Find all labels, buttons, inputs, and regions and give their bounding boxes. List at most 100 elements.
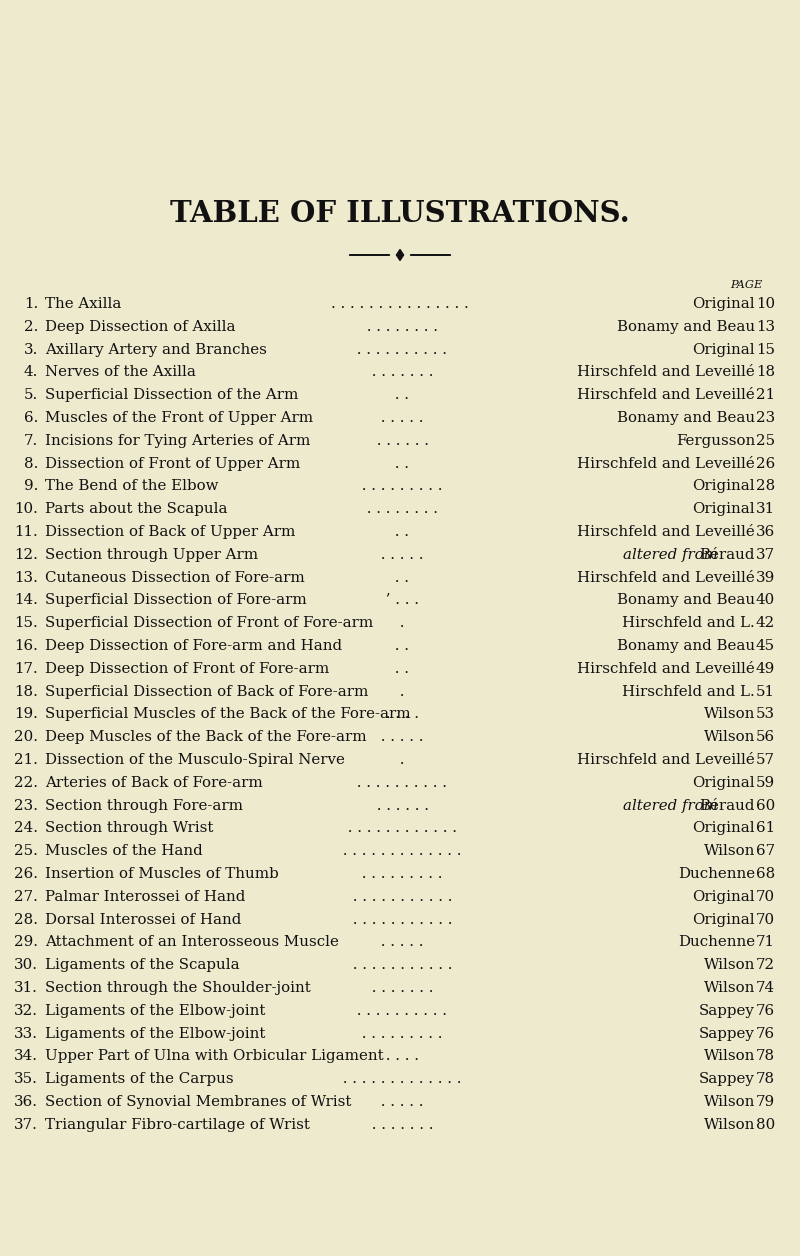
Text: 21.: 21. (14, 754, 38, 767)
Text: Dissection of the Musculo-Spiral Nerve: Dissection of the Musculo-Spiral Nerve (45, 754, 345, 767)
Text: 35.: 35. (14, 1073, 38, 1086)
Text: . . . . . . . . . . .: . . . . . . . . . . . (348, 958, 452, 972)
Text: . . . . . . . . . . .: . . . . . . . . . . . (348, 889, 452, 904)
Text: Palmar Interossei of Hand: Palmar Interossei of Hand (45, 889, 246, 904)
Text: Béraud: Béraud (699, 548, 755, 561)
Text: 59: 59 (756, 776, 775, 790)
Text: 61: 61 (756, 821, 775, 835)
Text: 15: 15 (756, 343, 775, 357)
Text: 25.: 25. (14, 844, 38, 858)
Text: . . . . . . . . .: . . . . . . . . . (358, 1026, 442, 1041)
Text: Wilson: Wilson (704, 981, 755, 995)
Text: Hirschfeld and Leveillé: Hirschfeld and Leveillé (578, 525, 755, 539)
Text: Ligaments of the Scapula: Ligaments of the Scapula (45, 958, 240, 972)
Text: Hirschfeld and Leveillé: Hirschfeld and Leveillé (578, 365, 755, 379)
Text: 23.: 23. (14, 799, 38, 813)
Text: 74: 74 (756, 981, 775, 995)
Text: .: . (395, 754, 405, 767)
Text: . . . . . . . . .: . . . . . . . . . (358, 867, 442, 880)
Text: . . . . . . . . . .: . . . . . . . . . . (353, 776, 447, 790)
Text: Wilson: Wilson (704, 707, 755, 721)
Text: Sappey: Sappey (699, 1026, 755, 1041)
Text: Cutaneous Dissection of Fore-arm: Cutaneous Dissection of Fore-arm (45, 570, 305, 584)
Text: 39: 39 (756, 570, 775, 584)
Text: Hirschfeld and L.: Hirschfeld and L. (622, 685, 755, 698)
Text: . . . . . . . . . .: . . . . . . . . . . (353, 343, 447, 357)
Text: Original: Original (692, 480, 755, 494)
Text: The Bend of the Elbow: The Bend of the Elbow (45, 480, 218, 494)
Text: . .: . . (390, 525, 410, 539)
Text: Dissection of Front of Upper Arm: Dissection of Front of Upper Arm (45, 457, 300, 471)
Text: 78: 78 (756, 1050, 775, 1064)
Text: 9.: 9. (24, 480, 38, 494)
Text: . . . . . .: . . . . . . (371, 799, 429, 813)
Text: 5.: 5. (24, 388, 38, 402)
Text: 26: 26 (756, 457, 775, 471)
Text: 19.: 19. (14, 707, 38, 721)
Text: Nerves of the Axilla: Nerves of the Axilla (45, 365, 196, 379)
Text: 68: 68 (756, 867, 775, 880)
Text: 3.: 3. (24, 343, 38, 357)
Text: 23: 23 (756, 411, 775, 425)
Text: 21: 21 (756, 388, 775, 402)
Text: Incisions for Tying Arteries of Arm: Incisions for Tying Arteries of Arm (45, 433, 310, 448)
Text: Wilson: Wilson (704, 1095, 755, 1109)
Text: Superficial Dissection of the Arm: Superficial Dissection of the Arm (45, 388, 298, 402)
Text: . . . . .: . . . . . (376, 730, 424, 745)
Text: 28.: 28. (14, 913, 38, 927)
Text: 27.: 27. (14, 889, 38, 904)
Text: . .: . . (390, 639, 410, 653)
Text: 76: 76 (756, 1004, 775, 1017)
Text: Upper Part of Ulna with Orbicular Ligament: Upper Part of Ulna with Orbicular Ligame… (45, 1050, 384, 1064)
Text: 10: 10 (756, 296, 775, 311)
Text: Bonamy and Beau: Bonamy and Beau (617, 639, 755, 653)
Text: 31: 31 (756, 502, 775, 516)
Text: Muscles of the Front of Upper Arm: Muscles of the Front of Upper Arm (45, 411, 313, 425)
Text: 34.: 34. (14, 1050, 38, 1064)
Text: 37.: 37. (14, 1118, 38, 1132)
Text: 10.: 10. (14, 502, 38, 516)
Text: 15.: 15. (14, 617, 38, 631)
Text: 17.: 17. (14, 662, 38, 676)
Text: 49: 49 (756, 662, 775, 676)
Text: Ligaments of the Carpus: Ligaments of the Carpus (45, 1073, 234, 1086)
Text: Original: Original (692, 821, 755, 835)
Text: 13.: 13. (14, 570, 38, 584)
Text: 80: 80 (756, 1118, 775, 1132)
Text: Deep Muscles of the Back of the Fore-arm: Deep Muscles of the Back of the Fore-arm (45, 730, 366, 745)
Text: Superficial Dissection of Back of Fore-arm: Superficial Dissection of Back of Fore-a… (45, 685, 368, 698)
Text: 40: 40 (756, 593, 775, 608)
Text: Hirschfeld and Leveillé: Hirschfeld and Leveillé (578, 570, 755, 584)
Text: Sappey: Sappey (699, 1073, 755, 1086)
Text: Wilson: Wilson (704, 730, 755, 745)
Text: 32.: 32. (14, 1004, 38, 1017)
Text: Sappey: Sappey (699, 1004, 755, 1017)
Text: . . . .: . . . . (381, 707, 419, 721)
Text: 31.: 31. (14, 981, 38, 995)
Text: 4.: 4. (24, 365, 38, 379)
Text: Superficial Muscles of the Back of the Fore-arm: Superficial Muscles of the Back of the F… (45, 707, 410, 721)
Text: Original: Original (692, 889, 755, 904)
Text: 53: 53 (756, 707, 775, 721)
Text: 56: 56 (756, 730, 775, 745)
Text: 70: 70 (756, 889, 775, 904)
Text: 67: 67 (756, 844, 775, 858)
Text: Bonamy and Beau: Bonamy and Beau (617, 320, 755, 334)
Text: Axillary Artery and Branches: Axillary Artery and Branches (45, 343, 267, 357)
Text: Deep Dissection of Fore-arm and Hand: Deep Dissection of Fore-arm and Hand (45, 639, 342, 653)
Text: Ligaments of the Elbow-joint: Ligaments of the Elbow-joint (45, 1026, 266, 1041)
Text: Section through the Shoulder-joint: Section through the Shoulder-joint (45, 981, 310, 995)
Text: . . . . . . . . . .: . . . . . . . . . . (353, 1004, 447, 1017)
Text: PAGE: PAGE (730, 280, 762, 290)
Text: 51: 51 (756, 685, 775, 698)
Text: . . . . . . .: . . . . . . . (366, 365, 434, 379)
Text: TABLE OF ILLUSTRATIONS.: TABLE OF ILLUSTRATIONS. (170, 198, 630, 227)
Text: altered from: altered from (623, 799, 722, 813)
Text: Original: Original (692, 913, 755, 927)
Text: 11.: 11. (14, 525, 38, 539)
Text: Parts about the Scapula: Parts about the Scapula (45, 502, 227, 516)
Text: Deep Dissection of Axilla: Deep Dissection of Axilla (45, 320, 235, 334)
Text: 18: 18 (756, 365, 775, 379)
Text: ’ . . .: ’ . . . (381, 593, 419, 608)
Text: . . . . . . .: . . . . . . . (366, 981, 434, 995)
